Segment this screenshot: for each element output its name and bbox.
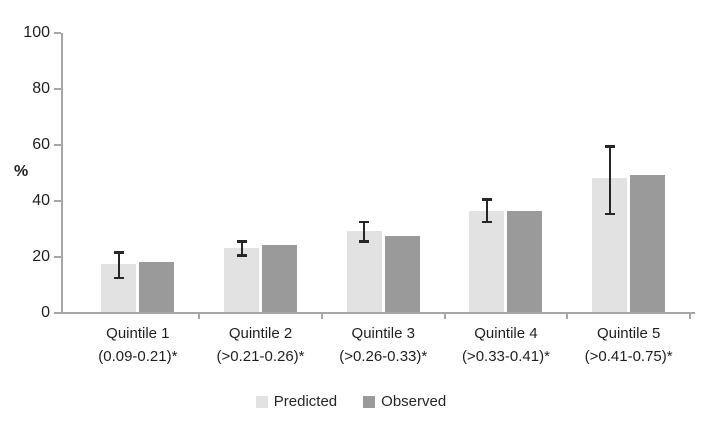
x-axis-tick bbox=[198, 314, 201, 319]
legend: Predicted Observed bbox=[0, 393, 702, 410]
y-axis-tick bbox=[54, 312, 61, 314]
y-axis-line bbox=[61, 33, 63, 314]
error-bar-cap-bottom bbox=[359, 240, 370, 243]
x-axis-tick bbox=[443, 314, 446, 319]
error-bar-stem bbox=[608, 145, 611, 215]
legend-item-predicted: Predicted bbox=[255, 393, 338, 410]
y-axis-tick bbox=[54, 32, 61, 34]
bar-observed-q2 bbox=[262, 244, 298, 312]
category-name: Quintile 2 bbox=[228, 325, 293, 342]
y-axis-tick-label: 40 bbox=[32, 192, 50, 209]
y-axis-title: % bbox=[14, 163, 29, 180]
error-bar-cap-bottom bbox=[481, 220, 492, 224]
y-axis-tick-label: 20 bbox=[32, 248, 50, 265]
legend-item-observed: Observed bbox=[363, 393, 446, 410]
error-bar-q5 bbox=[604, 145, 615, 215]
x-axis-label-q1: Quintile 1 (0.09-0.21)* bbox=[77, 322, 200, 368]
category-range: (>0.33-0.41)* bbox=[461, 348, 550, 365]
error-bar-stem bbox=[117, 251, 120, 280]
x-axis-label-q3: Quintile 3 (>0.26-0.33)* bbox=[322, 322, 445, 368]
category-range: (0.09-0.21)* bbox=[98, 348, 178, 365]
bar-observed-q3 bbox=[384, 236, 420, 312]
bar-observed-q5 bbox=[630, 174, 666, 312]
x-axis-label-q4: Quintile 4 (>0.33-0.41)* bbox=[445, 322, 568, 368]
legend-swatch-predicted bbox=[255, 395, 268, 408]
error-bar-stem bbox=[363, 220, 366, 243]
error-bar-cap-bottom bbox=[113, 276, 124, 280]
y-axis-tick bbox=[54, 200, 61, 202]
bar-predicted-q2 bbox=[224, 247, 260, 312]
category-name: Quintile 3 bbox=[351, 325, 415, 342]
error-bar-cap-bottom bbox=[604, 212, 615, 215]
error-bar-stem bbox=[240, 240, 243, 257]
category-name: Quintile 4 bbox=[474, 325, 538, 342]
category-name: Quintile 1 bbox=[106, 325, 170, 342]
y-axis-tick bbox=[54, 144, 61, 146]
bar-predicted-q4 bbox=[469, 211, 505, 312]
category-name: Quintile 5 bbox=[596, 325, 661, 342]
error-bar-q1 bbox=[113, 251, 124, 280]
x-axis-tick bbox=[566, 314, 569, 319]
x-axis-line bbox=[61, 312, 695, 314]
y-axis-tick-label: 60 bbox=[32, 136, 50, 153]
y-axis-tick-label: 80 bbox=[32, 80, 50, 97]
y-axis-tick-label: 100 bbox=[23, 24, 50, 41]
error-bar-cap-bottom bbox=[236, 254, 247, 257]
error-bar-stem bbox=[485, 198, 488, 224]
legend-label: Predicted bbox=[273, 393, 338, 410]
y-axis-tick bbox=[54, 88, 61, 90]
x-axis-label-q5: Quintile 5 (>0.41-0.75)* bbox=[567, 322, 690, 368]
x-axis-tick bbox=[320, 314, 323, 319]
legend-label: Observed bbox=[381, 393, 447, 410]
category-range: (>0.26-0.33)* bbox=[339, 348, 428, 365]
error-bar-q2 bbox=[236, 240, 247, 257]
error-bar-q4 bbox=[481, 198, 492, 224]
bar-predicted-q3 bbox=[346, 230, 382, 312]
legend-swatch-observed bbox=[363, 395, 376, 408]
x-axis-label-q2: Quintile 2 (>0.21-0.26)* bbox=[199, 322, 322, 368]
category-range: (>0.21-0.26)* bbox=[216, 348, 305, 365]
y-axis-tick bbox=[54, 256, 61, 258]
error-bar-q3 bbox=[359, 220, 370, 243]
category-range: (>0.41-0.75)* bbox=[584, 348, 673, 365]
plot-area bbox=[54, 32, 695, 319]
y-axis-tick-label: 0 bbox=[41, 304, 50, 321]
bar-observed-q1 bbox=[139, 261, 175, 312]
x-axis-tick bbox=[689, 314, 691, 319]
bar-observed-q4 bbox=[507, 211, 543, 312]
